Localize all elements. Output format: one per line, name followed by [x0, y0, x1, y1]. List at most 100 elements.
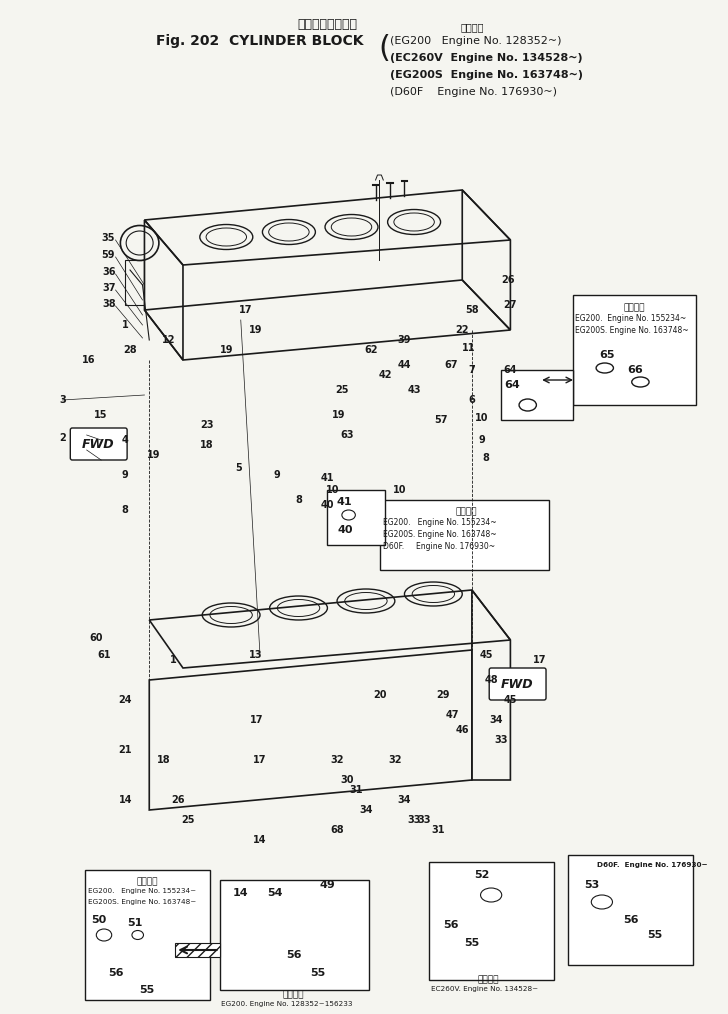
Text: 適用号機: 適用号機 [283, 990, 304, 999]
Bar [501, 370, 573, 420]
Text: 40: 40 [337, 525, 352, 535]
Text: 24: 24 [119, 695, 132, 705]
Bar [381, 500, 549, 570]
Text: 30: 30 [340, 775, 353, 785]
Text: 28: 28 [123, 345, 137, 355]
Text: 55: 55 [139, 985, 154, 995]
Text: 66: 66 [628, 365, 644, 375]
Text: 39: 39 [397, 335, 411, 345]
Bar [568, 855, 693, 965]
Bar [220, 880, 369, 990]
Text: 44: 44 [397, 360, 411, 370]
Text: 15: 15 [95, 410, 108, 420]
Text: 59: 59 [101, 250, 114, 260]
Text: EG200. Engine No. 128352~156233: EG200. Engine No. 128352~156233 [221, 1001, 353, 1007]
Text: EG200.   Engine No. 155234~: EG200. Engine No. 155234~ [87, 888, 196, 894]
Text: 68: 68 [331, 825, 344, 835]
Text: 5: 5 [235, 463, 242, 473]
Text: 10: 10 [393, 485, 406, 495]
Text: EG200S. Engine No. 163748~: EG200S. Engine No. 163748~ [575, 325, 689, 335]
Text: 57: 57 [435, 415, 448, 425]
Text: (EG200S  Engine No. 163748~): (EG200S Engine No. 163748~) [390, 70, 583, 80]
Text: 32: 32 [331, 755, 344, 765]
FancyBboxPatch shape [489, 668, 546, 700]
Text: 19: 19 [248, 325, 262, 335]
Bar [125, 260, 144, 305]
Text: 31: 31 [349, 785, 363, 795]
Text: 56: 56 [443, 920, 459, 930]
Text: 34: 34 [397, 795, 411, 805]
Text: シリンダブロック: シリンダブロック [298, 18, 357, 31]
Text: 14: 14 [119, 795, 132, 805]
Text: 43: 43 [408, 385, 421, 395]
Text: 63: 63 [340, 430, 353, 440]
Text: 適用号機: 適用号機 [460, 22, 483, 32]
Text: 22: 22 [456, 325, 469, 335]
Text: 16: 16 [82, 355, 95, 365]
Text: Fig. 202  CYLINDER BLOCK: Fig. 202 CYLINDER BLOCK [157, 34, 364, 48]
Text: 9: 9 [273, 470, 280, 480]
Text: 36: 36 [102, 267, 116, 277]
Text: EG200.   Engine No. 155234~: EG200. Engine No. 155234~ [383, 518, 497, 527]
FancyBboxPatch shape [71, 428, 127, 460]
Text: 8: 8 [122, 505, 129, 515]
Text: 48: 48 [484, 675, 498, 685]
Text: 47: 47 [446, 710, 459, 720]
Text: 10: 10 [325, 485, 339, 495]
Text: 21: 21 [119, 745, 132, 755]
Text: 55: 55 [647, 930, 662, 940]
Text: 60: 60 [90, 633, 103, 643]
Text: 適用号機: 適用号機 [478, 975, 499, 984]
Text: 34: 34 [489, 715, 503, 725]
Text: 40: 40 [320, 500, 334, 510]
Text: EC260V. Engine No. 134528~: EC260V. Engine No. 134528~ [432, 986, 539, 992]
Text: 1: 1 [170, 655, 177, 665]
Text: (D60F    Engine No. 176930~): (D60F Engine No. 176930~) [390, 87, 557, 97]
Text: 56: 56 [623, 915, 638, 925]
Text: 19: 19 [147, 450, 161, 460]
Text: 32: 32 [388, 755, 402, 765]
Text: 18: 18 [157, 755, 170, 765]
Text: 35: 35 [101, 233, 114, 243]
Text: 64: 64 [504, 365, 517, 375]
Text: 8: 8 [295, 495, 302, 505]
Text: 25: 25 [181, 815, 194, 825]
Text: 67: 67 [444, 360, 457, 370]
Text: 18: 18 [200, 440, 214, 450]
Text: 適用号機: 適用号機 [137, 877, 158, 886]
Text: 64: 64 [505, 380, 521, 390]
Text: 62: 62 [364, 345, 378, 355]
Text: 58: 58 [465, 305, 479, 315]
Text: 50: 50 [92, 915, 107, 925]
Text: FWD: FWD [501, 677, 534, 691]
Text: 6: 6 [469, 395, 475, 405]
Text: 10: 10 [475, 413, 488, 423]
Text: 33: 33 [408, 815, 421, 825]
Text: 61: 61 [98, 650, 111, 660]
Text: 11: 11 [462, 343, 475, 353]
Text: 19: 19 [332, 410, 346, 420]
Text: 17: 17 [239, 305, 253, 315]
Text: 31: 31 [432, 825, 445, 835]
Text: 適用号機: 適用号機 [455, 507, 477, 516]
Text: 56: 56 [108, 968, 123, 977]
Text: 2: 2 [59, 433, 66, 443]
Text: 4: 4 [122, 435, 129, 445]
Text: 41: 41 [337, 497, 352, 507]
Text: 27: 27 [504, 300, 517, 310]
Text: 適用号機: 適用号機 [624, 303, 646, 312]
Text: FWD: FWD [82, 437, 114, 450]
Text: 52: 52 [474, 870, 489, 880]
Text: 20: 20 [373, 690, 387, 700]
Text: 7: 7 [469, 365, 475, 375]
Text: 42: 42 [379, 370, 392, 380]
Text: 51: 51 [127, 918, 143, 928]
Text: 65: 65 [599, 350, 614, 360]
Text: 25: 25 [335, 385, 349, 395]
Text: 26: 26 [502, 275, 515, 285]
Text: D60F.  Engine No. 176930~: D60F. Engine No. 176930~ [597, 862, 708, 868]
Bar [84, 870, 210, 1000]
Text: 13: 13 [248, 650, 262, 660]
Text: 34: 34 [359, 805, 373, 815]
Text: 33: 33 [417, 815, 430, 825]
